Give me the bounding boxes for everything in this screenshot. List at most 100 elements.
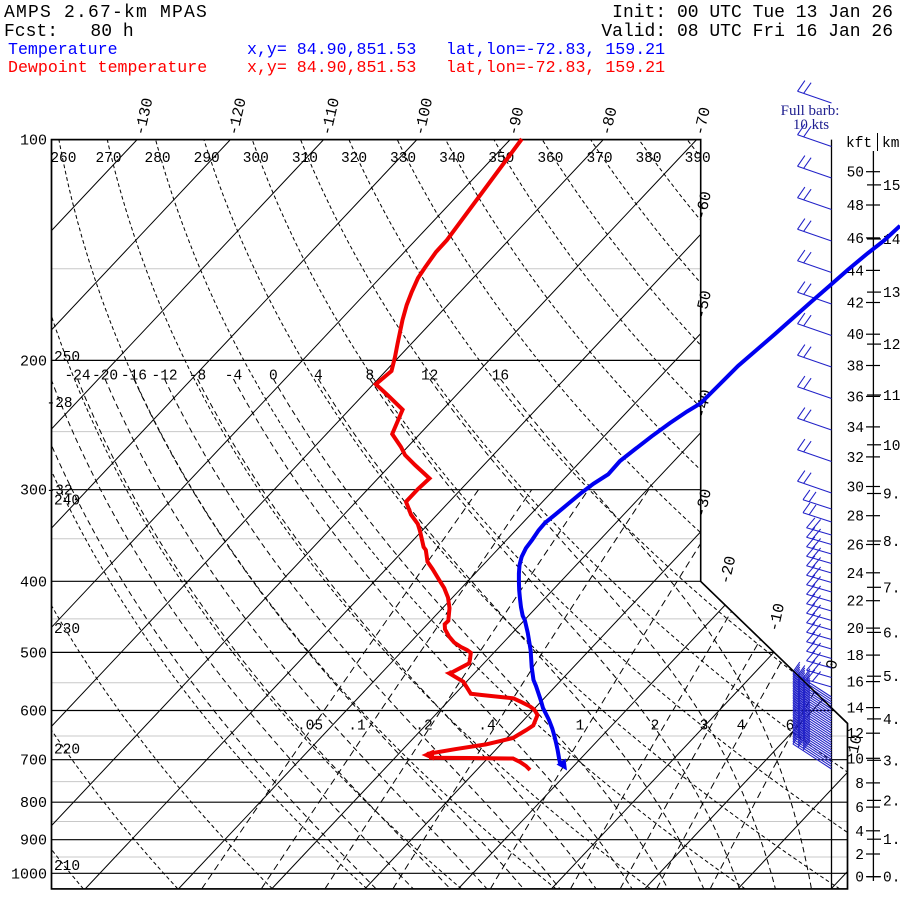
svg-text:3.: 3. [883, 754, 900, 770]
svg-text:10 kts: 10 kts [793, 117, 829, 133]
svg-text:4: 4 [855, 825, 864, 841]
svg-text:18: 18 [847, 649, 864, 665]
svg-text:100: 100 [20, 133, 47, 150]
svg-text:22: 22 [847, 595, 864, 611]
svg-text:-50: -50 [692, 289, 716, 321]
svg-text:36: 36 [847, 390, 864, 406]
svg-text:-70: -70 [691, 105, 715, 137]
svg-text:28: 28 [847, 510, 864, 526]
svg-text:12: 12 [421, 369, 438, 385]
svg-text:2: 2 [855, 848, 864, 864]
svg-text:4: 4 [314, 369, 323, 385]
svg-text:6: 6 [855, 801, 864, 817]
svg-text:240: 240 [54, 494, 80, 510]
svg-text:AMPS 2.67-km MPAS: AMPS 2.67-km MPAS [4, 3, 208, 23]
svg-text:-20: -20 [716, 554, 740, 586]
svg-text:900: 900 [20, 833, 47, 850]
svg-text:.1: .1 [348, 719, 365, 735]
svg-text:-8: -8 [189, 369, 206, 385]
svg-text:320: 320 [341, 151, 367, 167]
svg-text:390: 390 [685, 151, 711, 167]
svg-text:7.: 7. [883, 581, 900, 597]
svg-text:340: 340 [439, 151, 465, 167]
svg-text:300: 300 [20, 483, 47, 500]
svg-text:290: 290 [194, 151, 220, 167]
svg-text:0.: 0. [883, 871, 900, 887]
svg-text:24: 24 [847, 567, 864, 583]
svg-text:-28: -28 [47, 396, 73, 412]
svg-text:2: 2 [651, 719, 660, 735]
svg-text:1.: 1. [883, 833, 900, 849]
svg-text:48: 48 [847, 199, 864, 215]
svg-text:-20: -20 [92, 369, 118, 385]
svg-text:42: 42 [847, 297, 864, 313]
svg-text:280: 280 [145, 151, 171, 167]
svg-text:8: 8 [365, 369, 374, 385]
svg-text:km: km [882, 136, 899, 152]
svg-text:1000: 1000 [11, 866, 47, 883]
svg-text:-32: -32 [47, 484, 73, 500]
svg-text:x,y= 84.90,851.53: x,y= 84.90,851.53 [247, 40, 416, 59]
svg-text:270: 270 [95, 151, 121, 167]
svg-text:10: 10 [847, 752, 864, 768]
svg-text:kft: kft [846, 136, 872, 152]
svg-text:10.: 10. [883, 439, 900, 455]
svg-text:-16: -16 [121, 369, 147, 385]
svg-text:-10: -10 [765, 602, 789, 634]
svg-text:200: 200 [20, 353, 47, 370]
svg-text:400: 400 [20, 574, 47, 591]
svg-text:Fcst: 80 h: Fcst: 80 h [4, 22, 134, 42]
svg-text:3: 3 [700, 719, 709, 735]
svg-text:-60: -60 [692, 190, 716, 222]
svg-text:34: 34 [847, 421, 864, 437]
svg-text:220: 220 [54, 743, 80, 759]
svg-text:5.: 5. [883, 670, 900, 686]
svg-text:600: 600 [20, 704, 47, 721]
svg-text:14: 14 [847, 702, 864, 718]
svg-text:8.: 8. [883, 535, 900, 551]
svg-text:.05: .05 [297, 719, 323, 735]
svg-text:-90: -90 [504, 105, 528, 137]
svg-text:700: 700 [20, 753, 47, 770]
svg-text:300: 300 [243, 151, 269, 167]
svg-text:310: 310 [292, 151, 318, 167]
svg-text:Init: 00 UTC Tue 13 Jan 26: Init: 00 UTC Tue 13 Jan 26 [612, 3, 893, 23]
svg-text:38: 38 [847, 360, 864, 376]
svg-text:15.: 15. [883, 179, 900, 195]
svg-text:Temperature: Temperature [8, 40, 118, 59]
svg-text:260: 260 [50, 151, 76, 167]
svg-text:16: 16 [492, 369, 509, 385]
svg-text:4.: 4. [883, 713, 900, 729]
svg-text:30: 30 [847, 481, 864, 497]
svg-text:800: 800 [20, 795, 47, 812]
svg-text:Valid: 08 UTC Fri 16 Jan 26: Valid: 08 UTC Fri 16 Jan 26 [601, 22, 893, 42]
svg-text:250: 250 [54, 350, 80, 366]
svg-text:x,y= 84.90,851.53: x,y= 84.90,851.53 [247, 58, 416, 77]
svg-text:10: 10 [845, 733, 867, 756]
svg-text:20: 20 [847, 622, 864, 638]
svg-text:6.: 6. [883, 626, 900, 642]
svg-text:13.: 13. [883, 286, 900, 302]
svg-text:8: 8 [855, 777, 864, 793]
svg-text:0: 0 [269, 369, 278, 385]
svg-text:360: 360 [537, 151, 563, 167]
svg-text:16: 16 [847, 676, 864, 692]
svg-text:lat,lon=-72.83, 159.21: lat,lon=-72.83, 159.21 [446, 58, 665, 77]
svg-text:11.: 11. [883, 389, 900, 405]
svg-text:-4: -4 [225, 369, 242, 385]
svg-text:46: 46 [847, 232, 864, 248]
svg-text:-80: -80 [598, 105, 622, 137]
svg-text:12: 12 [847, 727, 864, 743]
svg-text:.2: .2 [415, 719, 432, 735]
svg-text:-30: -30 [692, 487, 716, 519]
svg-text:1: 1 [576, 719, 585, 735]
svg-text:0: 0 [855, 871, 864, 887]
svg-text:lat,lon=-72.83, 159.21: lat,lon=-72.83, 159.21 [446, 40, 665, 59]
svg-text:370: 370 [586, 151, 612, 167]
svg-text:9.: 9. [883, 488, 900, 504]
svg-text:Dewpoint temperature: Dewpoint temperature [8, 58, 207, 77]
svg-text:12.: 12. [883, 338, 900, 354]
svg-text:6: 6 [786, 719, 795, 735]
svg-text:210: 210 [54, 859, 80, 875]
svg-text:50: 50 [847, 166, 864, 182]
